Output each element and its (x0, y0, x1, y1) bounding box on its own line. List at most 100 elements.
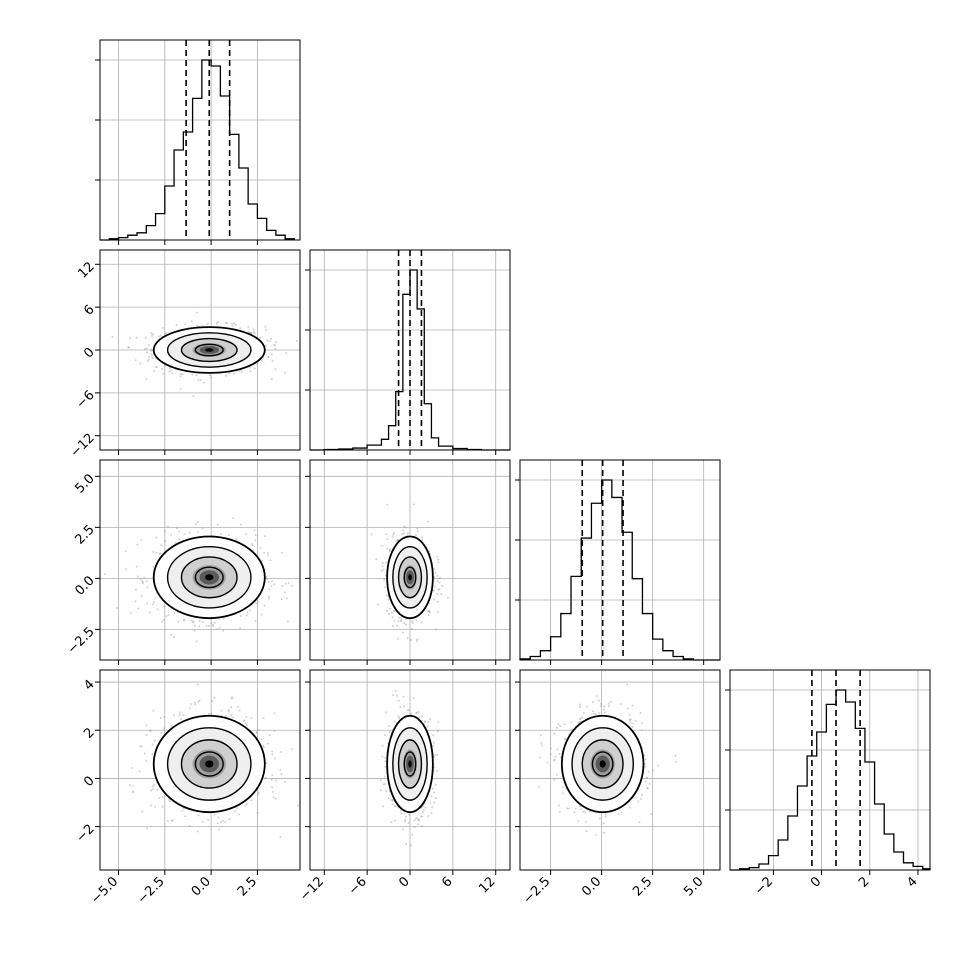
scatter-point (385, 533, 388, 536)
scatter-point (252, 328, 255, 331)
scatter-point (139, 362, 142, 365)
y-tick-label: 0 (81, 773, 97, 789)
scatter-point (230, 714, 233, 717)
scatter-point (168, 798, 171, 801)
scatter-point (263, 535, 266, 538)
scatter-point (213, 813, 216, 816)
scatter-point (159, 334, 162, 337)
scatter-point (574, 807, 577, 810)
scatter-point (400, 812, 403, 815)
scatter-point (239, 627, 242, 630)
scatter-point (259, 546, 262, 549)
scatter-point (178, 538, 181, 541)
scatter-point (179, 375, 182, 378)
scatter-point (392, 533, 395, 536)
scatter-point (436, 730, 439, 733)
axes-frame (99, 39, 301, 241)
scatter-point (398, 717, 401, 720)
scatter-point (401, 533, 404, 536)
scatter-point (283, 591, 286, 594)
scatter-point (161, 367, 164, 370)
scatter-point (196, 830, 199, 833)
scatter-point (154, 805, 157, 808)
scatter-point (160, 544, 163, 547)
scatter-point (168, 370, 171, 373)
scatter-point (410, 627, 413, 630)
scatter-point (170, 819, 173, 822)
scatter-point (275, 779, 278, 782)
scatter-point (215, 322, 218, 325)
scatter-point (272, 790, 275, 793)
scatter-point (192, 394, 195, 397)
scatter-point (296, 804, 299, 807)
scatter-point (646, 787, 649, 790)
scatter-point (416, 527, 419, 530)
scatter-point (437, 558, 440, 561)
scatter-point (275, 341, 278, 344)
scatter-point (265, 776, 268, 779)
contour-line (386, 535, 434, 620)
scatter-point (434, 784, 437, 787)
scatter-point (127, 346, 130, 349)
scatter-point (433, 585, 436, 588)
scatter-point (224, 714, 227, 717)
scatter-point (266, 551, 269, 554)
scatter-point (382, 568, 385, 571)
scatter-point (266, 554, 269, 557)
scatter-point (174, 541, 177, 544)
scatter-point (436, 610, 439, 613)
scatter-point (130, 766, 133, 769)
scatter-point (585, 830, 588, 833)
scatter-point (402, 695, 405, 698)
scatter-point (286, 620, 289, 623)
scatter-point (281, 551, 284, 554)
scatter-point (386, 538, 389, 541)
scatter-point (262, 746, 265, 749)
y-tick-label: 2 (81, 725, 97, 741)
scatter-point (402, 532, 405, 535)
scatter-point (274, 368, 277, 371)
scatter-point (279, 750, 282, 753)
scatter-point (230, 697, 233, 700)
contour-line (392, 727, 428, 801)
scatter-point (248, 609, 251, 612)
scatter-point (386, 547, 389, 550)
scatter-point (159, 716, 162, 719)
scatter-point (406, 534, 409, 537)
scatter-point (227, 709, 230, 712)
scatter-point (170, 633, 173, 636)
x-tick-label: 2.5 (235, 874, 260, 899)
scatter-point (202, 381, 205, 384)
scatter-point (140, 595, 143, 598)
scatter-point (265, 762, 268, 765)
scatter-point (249, 370, 252, 373)
scatter-point (428, 609, 431, 612)
contour-line (403, 566, 417, 589)
histogram-panel-3: −2 0 2 4 (725, 669, 931, 898)
scatter-point (263, 604, 266, 607)
scatter-point (160, 731, 163, 734)
scatter-point (620, 811, 623, 814)
scatter-point (427, 815, 430, 818)
scatter-point (628, 718, 631, 721)
scatter-point (555, 773, 558, 776)
scatter-point (429, 802, 432, 805)
scatter-point (415, 619, 418, 622)
scatter-point (436, 600, 439, 603)
scatter-point (116, 607, 119, 610)
scatter-point (171, 819, 174, 822)
scatter-point (436, 592, 439, 595)
scatter-point (424, 720, 427, 723)
scatter-point (397, 538, 400, 541)
scatter-point (433, 791, 436, 794)
scatter-point (163, 530, 166, 533)
x-tick-label: −6 (346, 874, 370, 898)
scatter-point (271, 359, 274, 362)
scatter-point (424, 806, 427, 809)
scatter-point (226, 322, 229, 325)
scatter-point (234, 323, 237, 326)
scatter-point (270, 778, 273, 781)
scatter-point (197, 531, 200, 534)
scatter-point (191, 621, 194, 624)
